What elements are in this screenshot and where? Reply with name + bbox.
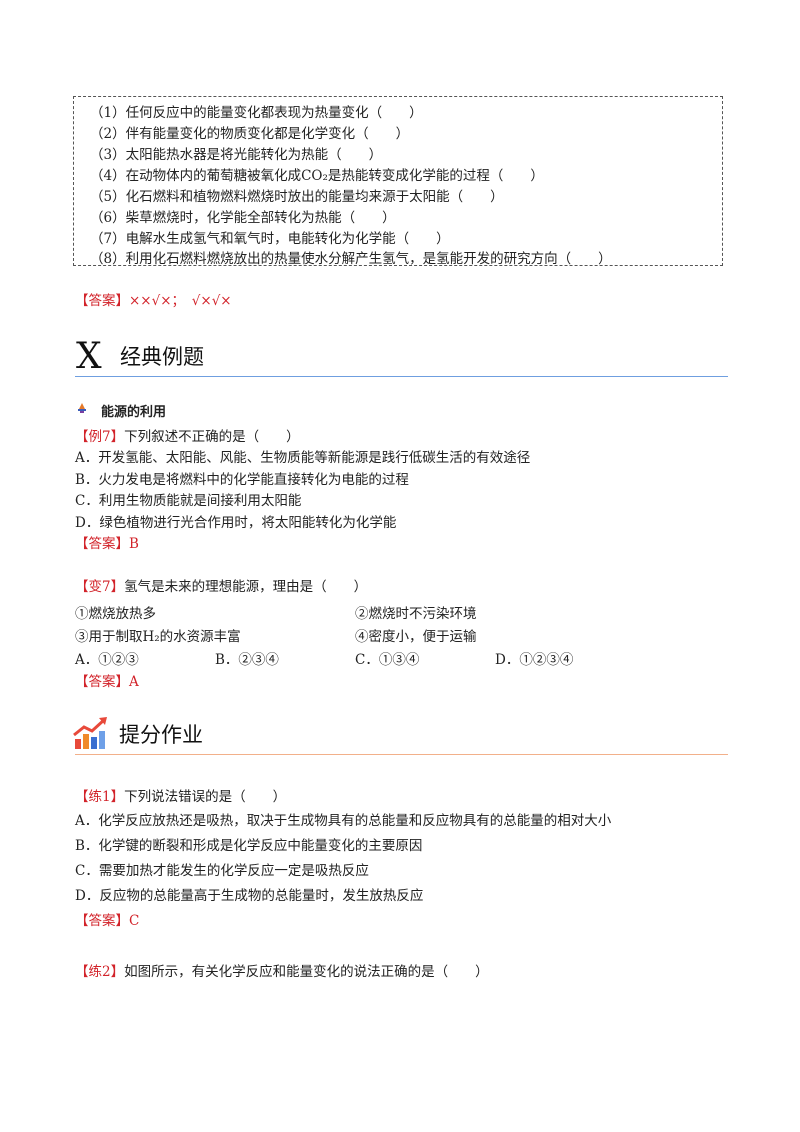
question-stem: 【例7】下列叙述不正确的是（ ） [75,429,300,445]
option-a: A．开发氢能、太阳能、风能、生物质能等新能源是践行低碳生活的有效途径 [75,450,531,466]
pen-icon [76,402,88,414]
option-d: D．绿色植物进行光合作用时，将太阳能转化为化学能 [75,515,397,531]
reason-item: ④密度小，便于运输 [355,629,477,645]
quiz-item: （3）太阳能热水器是将光能转化为热能（ ） [90,147,383,163]
option-b: B．火力发电是将燃料中的化学能直接转化为电能的过程 [75,472,409,488]
question-stem: 【变7】氢气是未来的理想能源，理由是（ ） [75,579,368,595]
quiz-item: （2）伴有能量变化的物质变化都是化学变化（ ） [90,126,410,142]
question-tag: 【练1】 [75,789,125,805]
question-stem: 【练2】如图所示，有关化学反应和能量变化的说法正确的是（ ） [75,964,489,980]
option-a: A．①②③ [75,652,139,668]
section-divider [75,376,728,377]
section-letter: X [76,336,102,377]
answer-line: 【答案】××√×； √×√× [75,289,232,309]
section-divider [75,754,728,755]
quiz-item: （4）在动物体内的葡萄糖被氧化成CO₂是热能转变成化学能的过程（ ） [90,168,544,184]
question-tag: 【变7】 [75,579,125,595]
answer-line: 【答案】B [75,536,139,552]
question-stem: 【练1】下列说法错误的是（ ） [75,789,287,805]
answer-line: 【答案】A [75,674,139,690]
question-tag: 【练2】 [75,964,125,980]
quiz-item: （5）化石燃料和植物燃料燃烧时放出的能量均来源于太阳能（ ） [90,189,504,205]
option-c: C．需要加热才能发生的化学反应一定是吸热反应 [75,863,369,879]
reason-item: ③用于制取H₂的水资源丰富 [75,629,241,645]
question-tag: 【例7】 [75,429,125,445]
option-b: B．②③④ [215,652,279,668]
subsection-title: 能源的利用 [101,405,167,420]
option-c: C．利用生物质能就是间接利用太阳能 [75,493,302,509]
section-title: 提分作业 [119,723,203,747]
option-a: A．化学反应放热还是吸热，取决于生成物具有的总能量和反应物具有的总能量的相对大小 [75,813,612,829]
quiz-item: （6）柴草燃烧时，化学能全部转化为热能（ ） [90,210,396,226]
quiz-item: （8）利用化石燃料燃烧放出的热量使水分解产生氢气，是氢能开发的研究方向（ ） [90,251,612,267]
option-b: B．化学键的断裂和形成是化学反应中能量变化的主要原因 [75,838,423,854]
chart-up-icon [72,715,110,751]
quiz-box: （1）任何反应中的能量变化都表现为热量变化（ ） （2）伴有能量变化的物质变化都… [73,96,723,267]
reason-item: ②燃烧时不污染环境 [355,606,477,622]
answer-text: ××√×； √×√× [129,293,232,309]
option-d: D．①②③④ [495,652,574,668]
answer-label: 【答案】 [75,293,129,309]
section-title: 经典例题 [120,345,204,369]
reason-item: ①燃烧放热多 [75,606,156,622]
quiz-item: （7）电解水生成氢气和氧气时，电能转化为化学能（ ） [90,231,450,247]
quiz-item: （1）任何反应中的能量变化都表现为热量变化（ ） [90,105,423,121]
option-c: C．①③④ [355,652,420,668]
answer-line: 【答案】C [75,913,140,929]
option-d: D．反应物的总能量高于生成物的总能量时，发生放热反应 [75,888,424,904]
